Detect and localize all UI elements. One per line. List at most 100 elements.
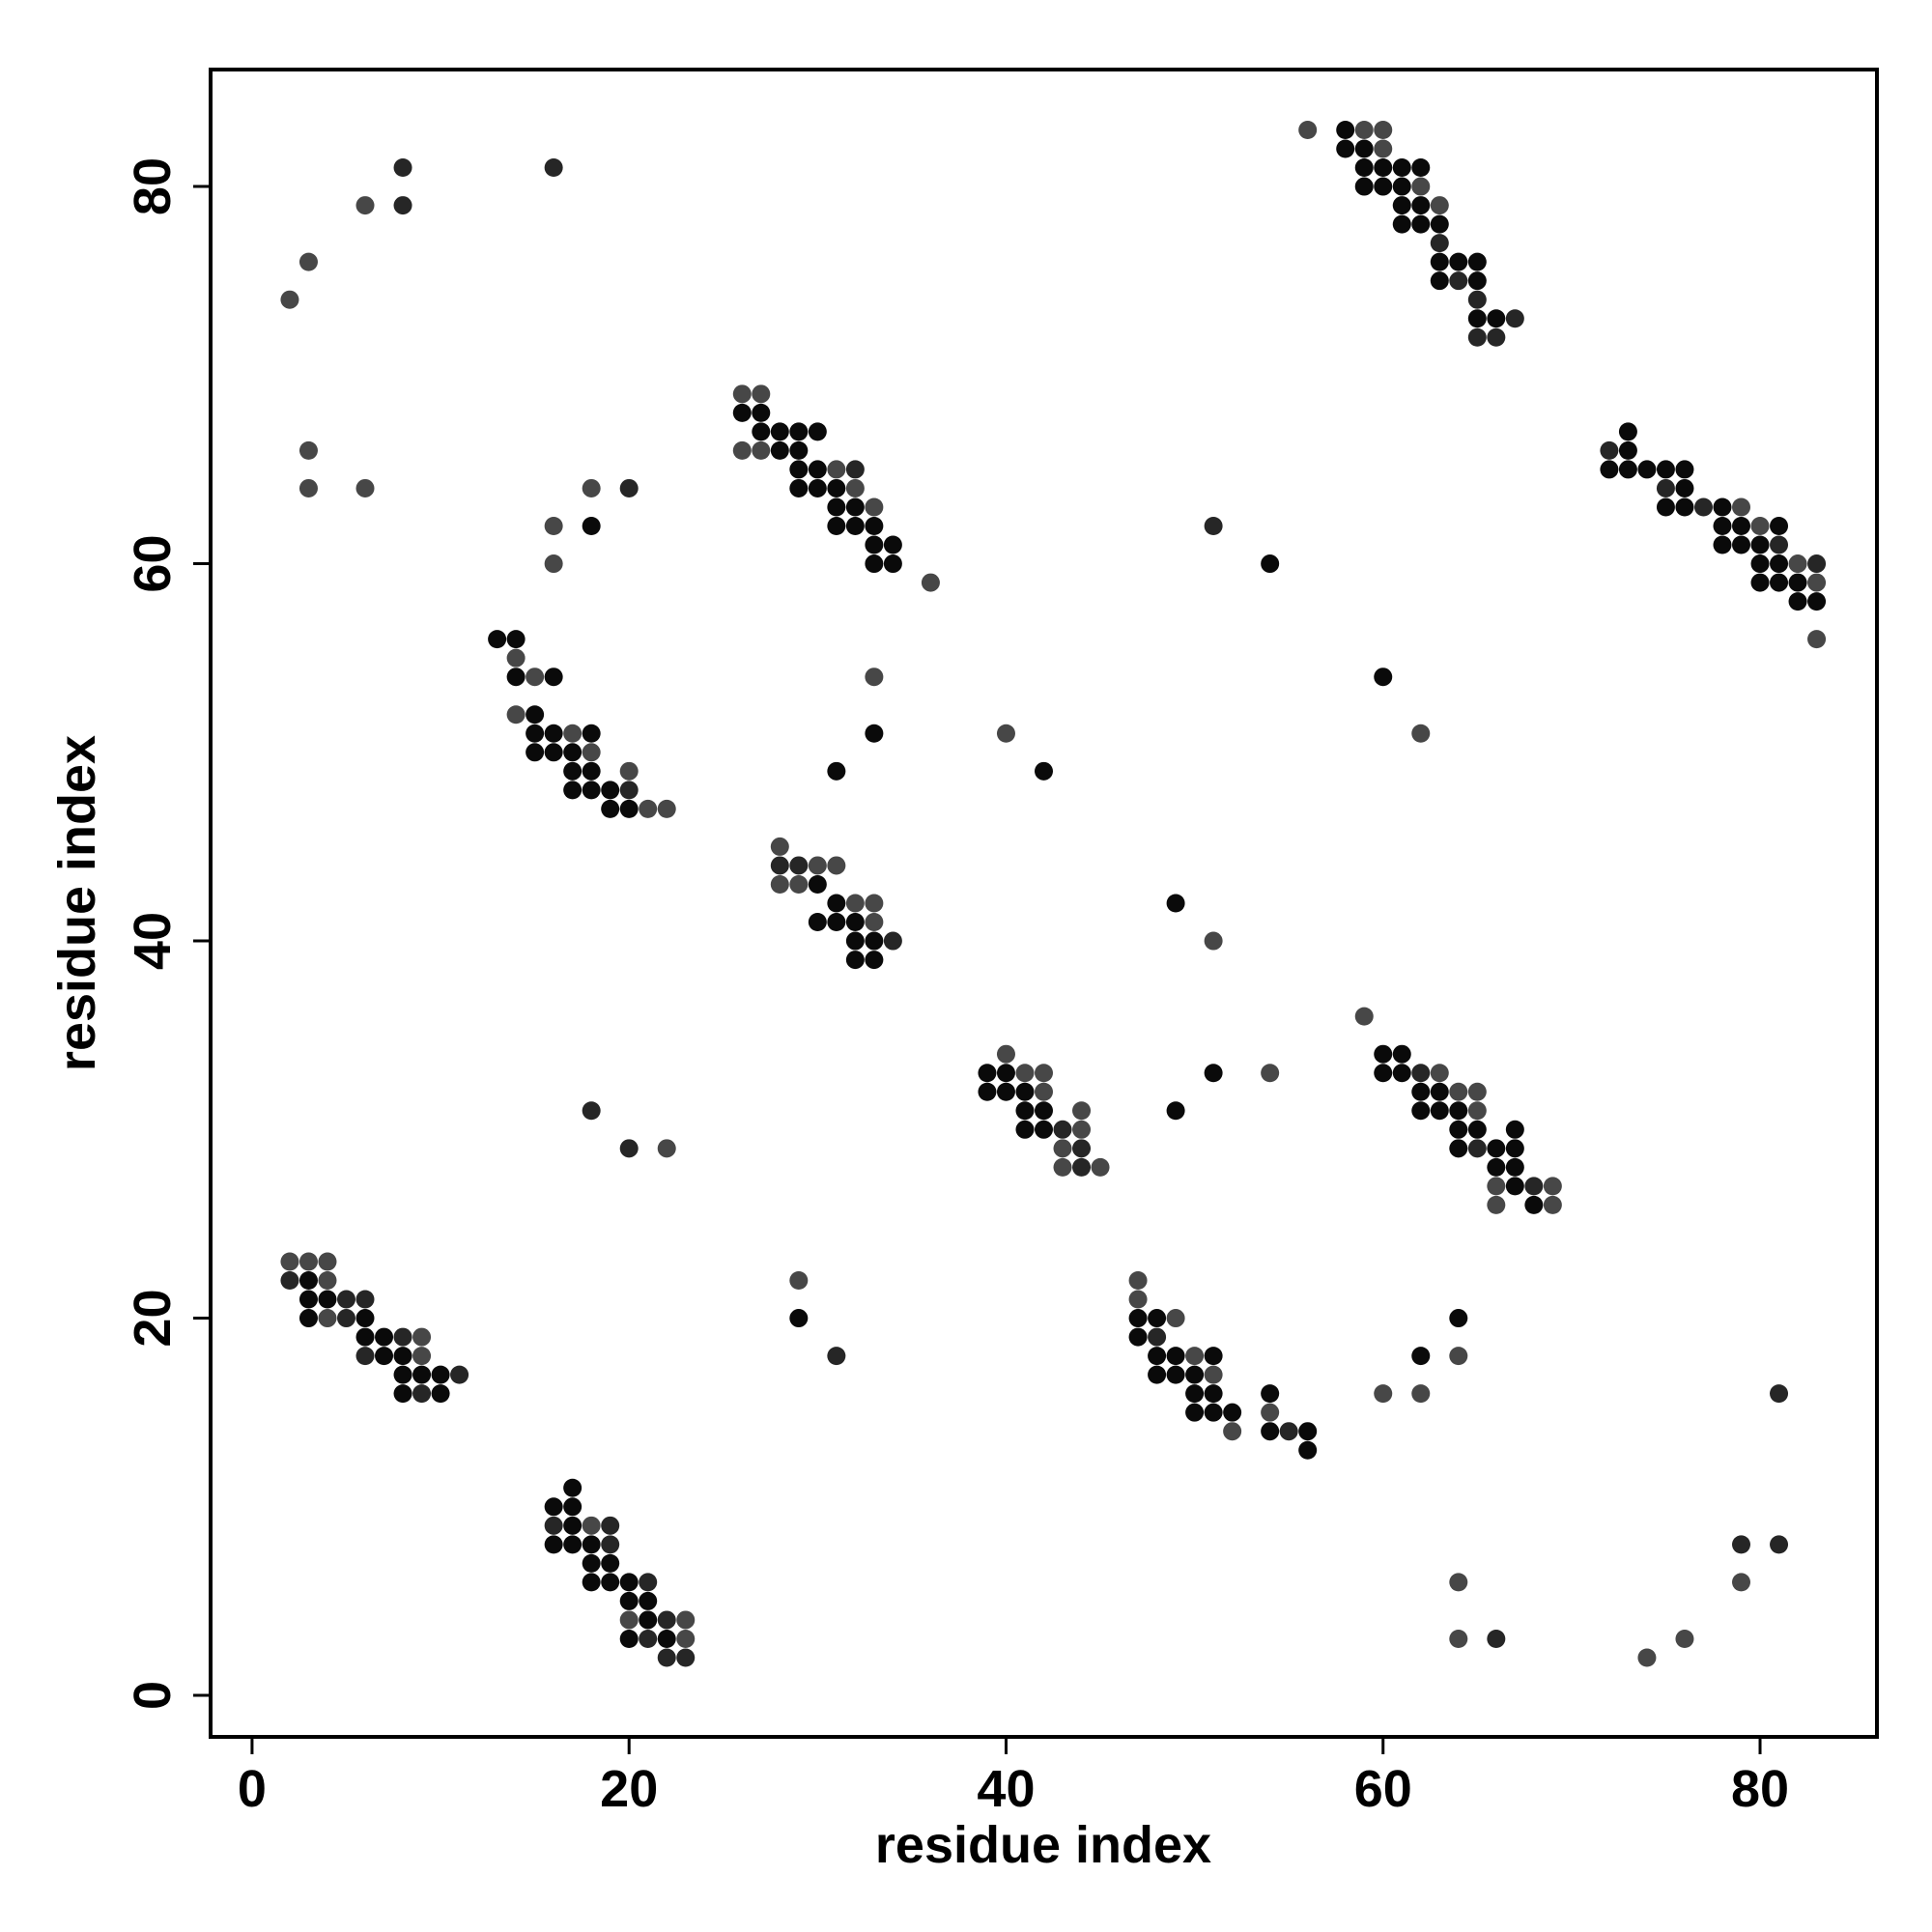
contact-point	[526, 724, 545, 743]
contact-point	[582, 1516, 601, 1535]
contact-point	[676, 1610, 696, 1630]
y-tick-label: 60	[124, 535, 182, 593]
contact-point	[1128, 1270, 1148, 1290]
contact-point	[1449, 1082, 1468, 1101]
contact-point	[1223, 1403, 1242, 1422]
contact-point	[1354, 177, 1374, 196]
contact-point	[789, 478, 809, 497]
contact-point	[1072, 1101, 1092, 1121]
contact-point	[845, 951, 865, 970]
contact-point	[1505, 309, 1524, 328]
contact-point	[601, 1553, 620, 1573]
x-tick-label: 20	[600, 1760, 658, 1818]
contact-point	[845, 460, 865, 479]
contact-point	[298, 1309, 318, 1328]
contact-point	[1467, 271, 1487, 291]
contact-point	[1374, 1064, 1393, 1083]
contact-point	[865, 535, 884, 554]
contact-point	[1072, 1157, 1092, 1177]
contact-point	[657, 1139, 676, 1158]
contact-point	[1298, 120, 1318, 139]
contact-point	[1467, 290, 1487, 309]
contact-point	[865, 554, 884, 574]
contact-point	[506, 630, 526, 649]
contact-point	[280, 290, 299, 309]
plot-frame	[209, 68, 1879, 1739]
contact-point	[355, 1290, 375, 1309]
contact-point	[450, 1365, 469, 1384]
contact-point	[1637, 1648, 1657, 1667]
contact-point	[1015, 1064, 1035, 1083]
contact-point	[1185, 1365, 1205, 1384]
contact-point	[563, 1516, 582, 1535]
contact-point	[1637, 460, 1657, 479]
contact-point	[865, 668, 884, 687]
contact-point	[544, 1497, 563, 1517]
contact-point	[827, 497, 846, 517]
contact-point	[1015, 1101, 1035, 1121]
y-tick-label: 40	[124, 912, 182, 970]
contact-point	[1166, 1347, 1185, 1366]
contact-point	[298, 1290, 318, 1309]
contact-point	[1035, 1064, 1053, 1083]
contact-point	[921, 573, 940, 592]
contact-point	[1732, 535, 1751, 554]
contact-point	[827, 761, 846, 781]
contact-point	[639, 799, 658, 818]
contact-point	[1449, 1139, 1468, 1158]
contact-point	[526, 668, 545, 687]
contact-point	[393, 158, 412, 178]
contact-point	[732, 440, 752, 460]
contact-point	[676, 1629, 696, 1648]
contact-point	[1261, 1422, 1280, 1441]
contact-point	[1732, 497, 1751, 517]
contact-point	[601, 799, 620, 818]
contact-point	[770, 856, 789, 875]
contact-point	[789, 1270, 809, 1290]
contact-point	[1392, 1064, 1411, 1083]
contact-point	[1166, 1365, 1185, 1384]
contact-point	[1185, 1384, 1205, 1404]
contact-point	[752, 403, 771, 422]
contact-point	[1770, 535, 1789, 554]
contact-point	[1392, 214, 1411, 234]
x-tick-label: 80	[1731, 1760, 1789, 1818]
contact-point	[1600, 460, 1619, 479]
contact-point	[1449, 1347, 1468, 1366]
contact-point	[657, 799, 676, 818]
contact-point	[1467, 1139, 1487, 1158]
contact-point	[1505, 1139, 1524, 1158]
contact-point	[563, 743, 582, 762]
contact-point	[1148, 1309, 1167, 1328]
contact-point	[1788, 592, 1807, 611]
contact-point	[1467, 1120, 1487, 1139]
contact-point	[1675, 497, 1694, 517]
contact-point	[318, 1270, 337, 1290]
contact-point	[1223, 1422, 1242, 1441]
contact-point	[619, 1139, 639, 1158]
contact-point	[1204, 1384, 1223, 1404]
contact-point	[1392, 196, 1411, 215]
contact-point	[865, 913, 884, 932]
contact-point	[1015, 1082, 1035, 1101]
y-tick-label: 80	[124, 157, 182, 215]
contact-point	[336, 1309, 355, 1328]
contact-point	[639, 1591, 658, 1610]
contact-point	[355, 478, 375, 497]
contact-point	[845, 894, 865, 913]
contact-point	[544, 158, 563, 178]
contact-point	[355, 1347, 375, 1366]
contact-point	[657, 1648, 676, 1667]
contact-point	[526, 705, 545, 724]
contact-point	[544, 554, 563, 574]
contact-point	[978, 1064, 997, 1083]
contact-point	[1807, 592, 1827, 611]
contact-point	[808, 422, 827, 441]
contact-point	[393, 1347, 412, 1366]
contact-point	[298, 478, 318, 497]
contact-point	[1449, 1629, 1468, 1648]
contact-point	[1053, 1120, 1072, 1139]
contact-point	[1204, 1365, 1223, 1384]
contact-point	[544, 1516, 563, 1535]
